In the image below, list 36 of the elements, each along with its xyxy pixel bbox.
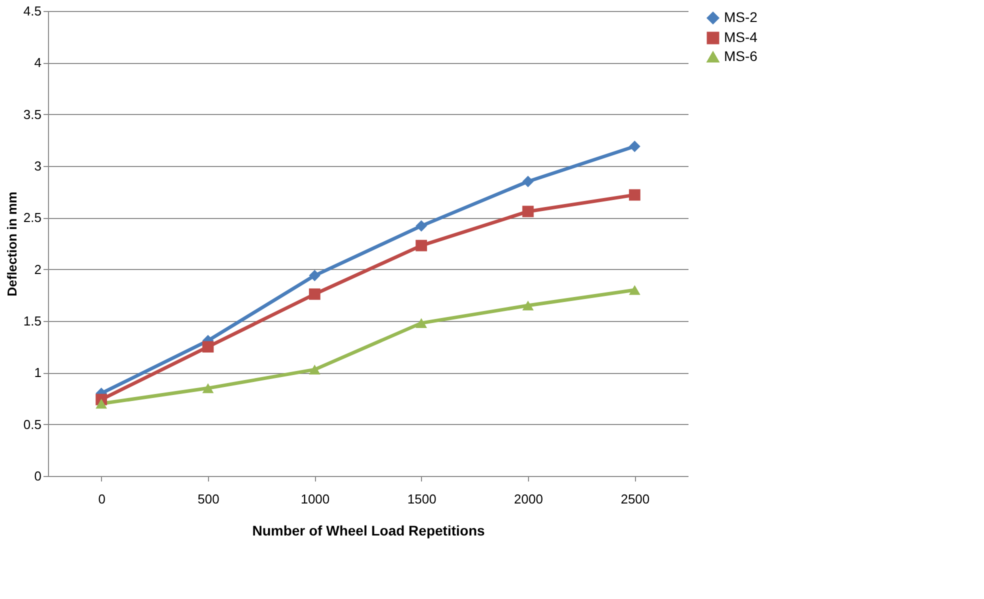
y-tick-label: 3 [34, 158, 42, 174]
x-tick-label: 1000 [300, 492, 330, 506]
y-tick-label: 1 [34, 365, 42, 380]
y-tick-label: 4 [34, 55, 42, 70]
legend-label: MS-2 [724, 9, 758, 25]
point [202, 383, 214, 394]
point [416, 220, 428, 232]
x-tick-label: 1500 [407, 492, 436, 506]
y-tick-label: 0.5 [23, 416, 42, 432]
point [416, 318, 428, 328]
x-tick-label: 0 [98, 492, 106, 506]
legend-label: MS-6 [724, 48, 758, 64]
legend-label: MS-4 [724, 29, 758, 45]
y-axis-title: Deflection in mm [4, 192, 20, 296]
y-tick-label: 2 [34, 262, 42, 277]
point [628, 285, 640, 295]
x-tick-label: 2500 [620, 492, 650, 506]
y-tick-label: 0 [34, 468, 42, 484]
y-tick-label: 1.5 [23, 314, 42, 328]
y-tick-label: 3.5 [23, 106, 42, 122]
x-tick-label: 500 [198, 492, 220, 506]
point [308, 270, 320, 282]
x-axis-title: Number of Wheel Load Repetitions [252, 522, 485, 538]
point [308, 288, 320, 300]
point [96, 398, 108, 409]
point [202, 341, 214, 353]
point [308, 364, 320, 375]
point [628, 189, 640, 201]
y-tick-label: 4.5 [23, 4, 42, 18]
point [522, 206, 534, 218]
x-tick-label: 2000 [514, 492, 543, 506]
point [416, 240, 428, 252]
point [522, 176, 534, 188]
point [522, 300, 534, 310]
point [628, 140, 640, 152]
y-tick-label: 2.5 [23, 210, 42, 226]
